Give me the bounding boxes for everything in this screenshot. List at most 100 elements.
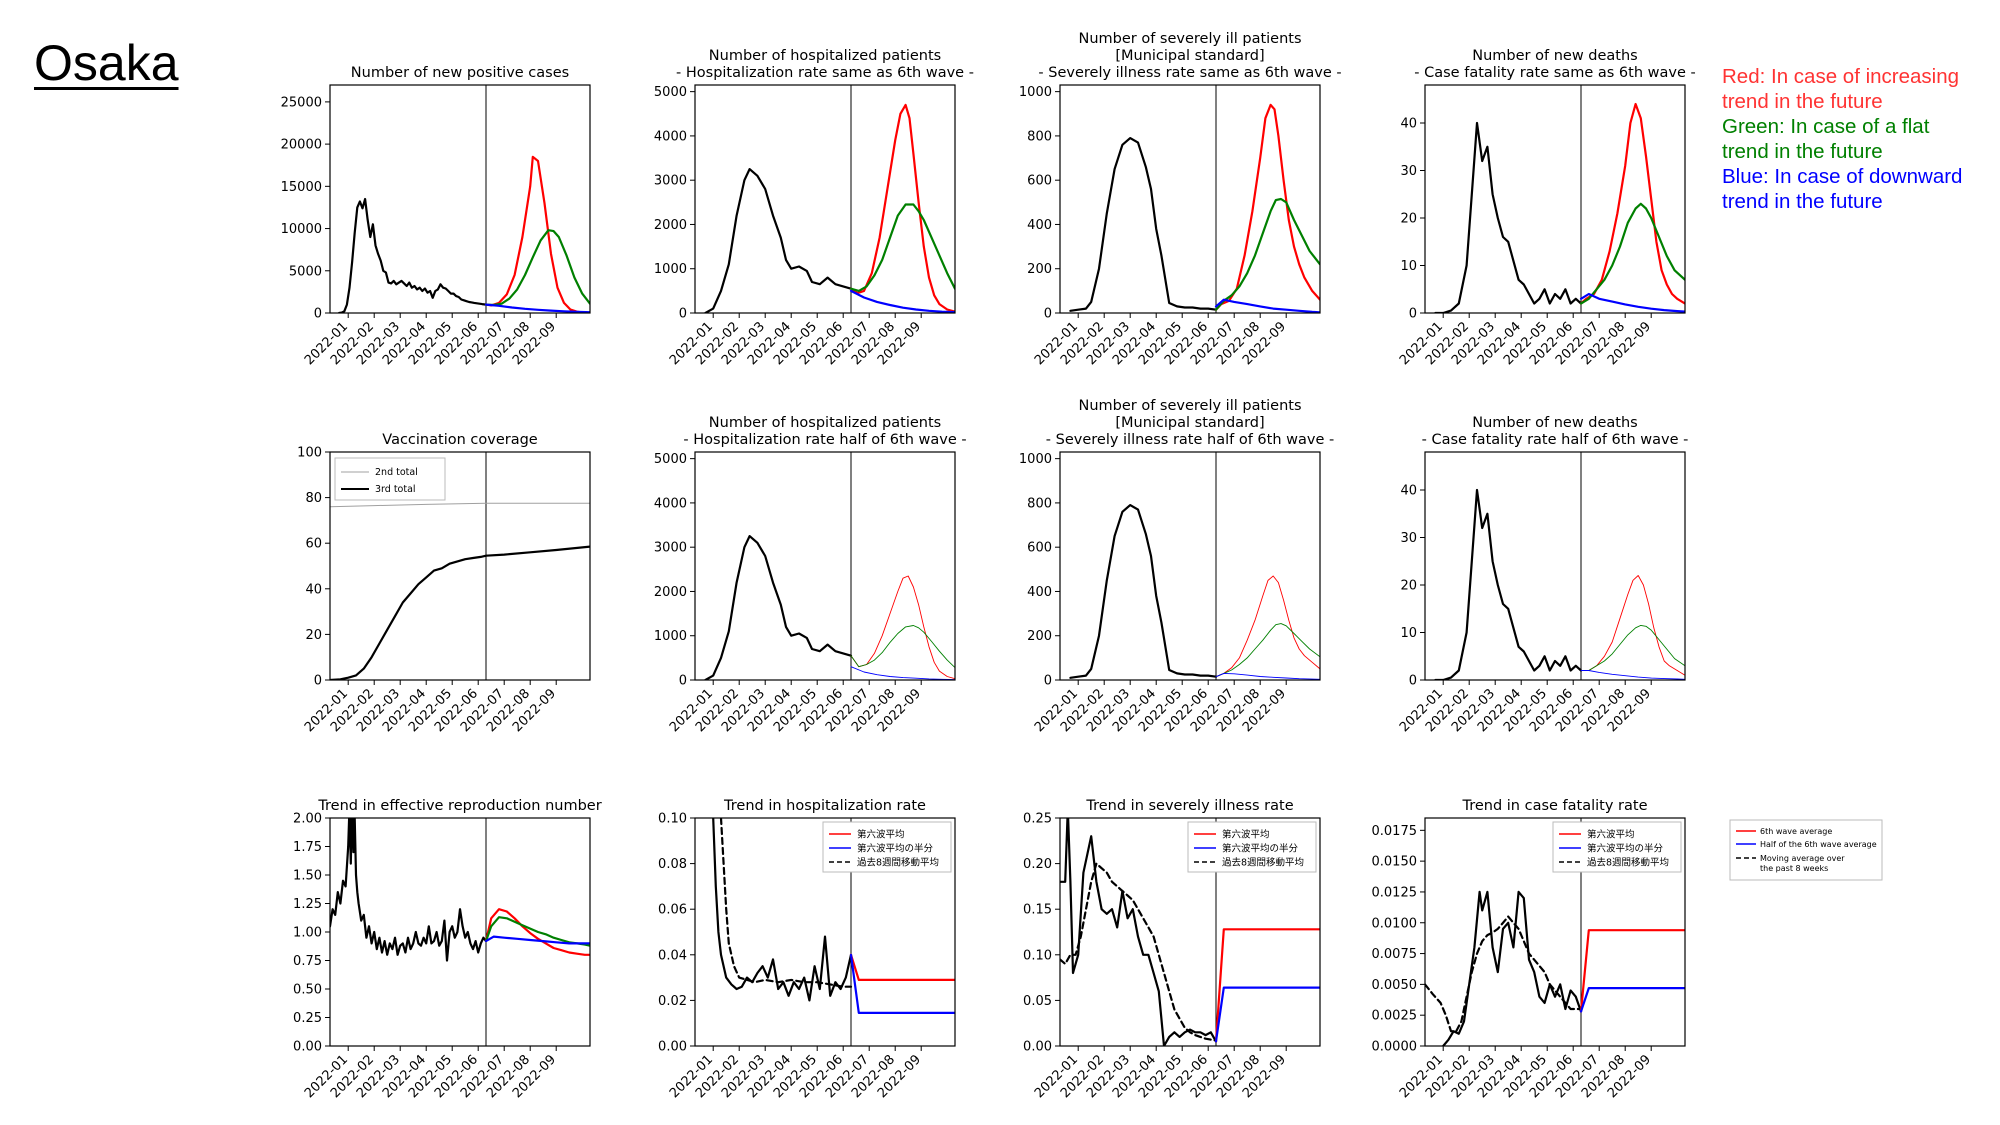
series-line-red xyxy=(1579,929,1685,1013)
series-line-red xyxy=(484,155,590,313)
y-tick-label: 0 xyxy=(1044,674,1052,689)
y-tick-label: 1000 xyxy=(654,629,687,644)
legend-item: the past 8 weeks xyxy=(1760,864,1828,873)
y-tick-label: 3000 xyxy=(654,541,687,556)
legend-item: 第六波平均 xyxy=(857,829,905,841)
y-tick-label: 0.0050 xyxy=(1372,978,1418,993)
y-tick-label: 400 xyxy=(1027,585,1052,600)
series-group xyxy=(704,534,955,680)
series-line-red xyxy=(1215,575,1320,678)
y-tick-label: 0.25 xyxy=(293,1011,322,1026)
panel-title: - Severely illness rate half of 6th wave… xyxy=(1046,432,1334,448)
panel-title: Number of severely ill patients xyxy=(1078,398,1301,414)
y-tick-label: 800 xyxy=(1027,496,1052,511)
y-tick-label: 0.25 xyxy=(1023,812,1052,827)
y-tick-label: 0 xyxy=(314,674,322,689)
plot-frame xyxy=(694,84,956,314)
y-tick-label: 0.0100 xyxy=(1372,916,1418,931)
panel-vaccination: Vaccination coverage0204060801002022-012… xyxy=(297,432,591,735)
y-tick-label: 0.00 xyxy=(1023,1040,1052,1055)
panel-title: Number of new positive cases xyxy=(351,65,569,81)
y-tick-label: 1000 xyxy=(654,262,687,277)
series-line-blue xyxy=(1215,672,1320,680)
plot-frame xyxy=(1424,451,1686,681)
series-line-black xyxy=(712,818,853,1002)
y-tick-label: 0 xyxy=(1409,307,1417,322)
panel-severe_same: Number of severely ill patients[Municipa… xyxy=(1019,31,1342,368)
series-group xyxy=(1425,890,1685,1046)
y-tick-label: 5000 xyxy=(289,264,322,279)
scenario-blue-label: Blue: In case of downward trend in the f… xyxy=(1722,164,1962,214)
scenario-green-label: Green: In case of a flat trend in the fu… xyxy=(1722,114,1962,164)
y-tick-label: 200 xyxy=(1027,262,1052,277)
y-tick-label: 20 xyxy=(1400,212,1417,227)
series-line-black xyxy=(704,534,853,680)
legend-item: 第六波平均の半分 xyxy=(1587,843,1664,855)
series-line-blue xyxy=(849,289,955,313)
plot-frame xyxy=(1059,817,1321,1047)
panel-severe_rate: Trend in severely illness rate 0.00 0.05 0.… xyxy=(1023,798,1321,1101)
y-tick-label: 40 xyxy=(1400,484,1417,499)
series-line-black xyxy=(1442,890,1583,1046)
scenario-green-line1: Green: In case of a flat xyxy=(1722,115,1930,138)
panel-title: - Hospitalization rate half of 6th wave … xyxy=(683,432,966,448)
y-tick-label: 0.0000 xyxy=(1372,1040,1418,1055)
series-group xyxy=(330,818,590,962)
y-tick-label: 1000 xyxy=(1019,452,1052,467)
y-tick-label: 600 xyxy=(1027,541,1052,556)
y-tick-label: 2000 xyxy=(654,218,687,233)
legend-item: 第六波平均 xyxy=(1587,829,1635,841)
y-tick-label: 1.75 xyxy=(293,840,322,855)
series-line-blue xyxy=(1580,670,1685,680)
panel-title: Trend in effective reproduction number xyxy=(317,798,601,814)
y-tick-label: 0 xyxy=(679,674,687,689)
y-tick-label: 30 xyxy=(1400,164,1417,179)
panel-new_cases: Number of new positive cases 0 5000 10000 15… xyxy=(281,65,591,368)
panel-title: - Case fatality rate same as 6th wave - xyxy=(1414,65,1695,81)
series-group xyxy=(1434,102,1685,313)
y-tick-label: 0.02 xyxy=(658,994,687,1009)
y-tick-label: 100 xyxy=(297,446,322,461)
y-tick-label: 0 xyxy=(1409,674,1417,689)
english-ratio-legend: 6th wave average Half of the 6th wave ave… xyxy=(1729,819,1883,881)
series-line-black xyxy=(704,168,853,313)
series-line-green xyxy=(1214,197,1320,311)
y-tick-label: 0.00 xyxy=(293,1040,322,1055)
y-tick-label: 2.00 xyxy=(293,812,322,827)
y-tick-label: 800 xyxy=(1027,129,1052,144)
legend-item: 過去8週間移動平均 xyxy=(1222,857,1304,869)
y-tick-label: 0.50 xyxy=(293,983,322,998)
series-line-black-dashed xyxy=(1425,915,1583,1033)
series-line-blue xyxy=(1214,986,1320,1043)
y-tick-label: 200 xyxy=(1027,629,1052,644)
series-line-red xyxy=(849,103,955,313)
y-tick-label: 1.00 xyxy=(293,926,322,941)
series-line-black xyxy=(330,818,488,962)
legend-item-3rd: 3rd total xyxy=(375,484,416,495)
plot-frame xyxy=(1424,817,1686,1047)
panel-title: Vaccination coverage xyxy=(382,432,538,448)
series-line-blue xyxy=(1579,986,1685,1013)
ratio-legend xyxy=(822,821,952,873)
series-line-blue xyxy=(849,953,955,1015)
y-tick-label: 25000 xyxy=(281,95,322,110)
y-tick-label: 3000 xyxy=(654,174,687,189)
series-line-black-dashed xyxy=(719,818,853,988)
series-line-black-dashed xyxy=(1060,862,1218,1042)
y-tick-label: 0.0175 xyxy=(1372,824,1418,839)
y-tick-label: 0.00 xyxy=(658,1040,687,1055)
panel-deaths_same: Number of new deaths- Case fatality rate… xyxy=(1397,48,1696,368)
plot-frame xyxy=(329,451,591,681)
english-legend-frame xyxy=(1729,819,1883,881)
panel-title: Trend in case fatality rate xyxy=(1461,798,1647,814)
y-tick-label: 1000 xyxy=(1019,85,1052,100)
y-tick-label: 0.20 xyxy=(1023,857,1052,872)
legend-item: 第六波平均 xyxy=(1222,829,1270,841)
series-group xyxy=(1434,488,1685,680)
series-line-red xyxy=(1579,102,1685,305)
ratio-legend xyxy=(1552,821,1682,873)
y-tick-label: 10 xyxy=(1400,259,1417,274)
series-line-red xyxy=(1580,575,1685,676)
y-tick-label: 60 xyxy=(305,537,322,552)
